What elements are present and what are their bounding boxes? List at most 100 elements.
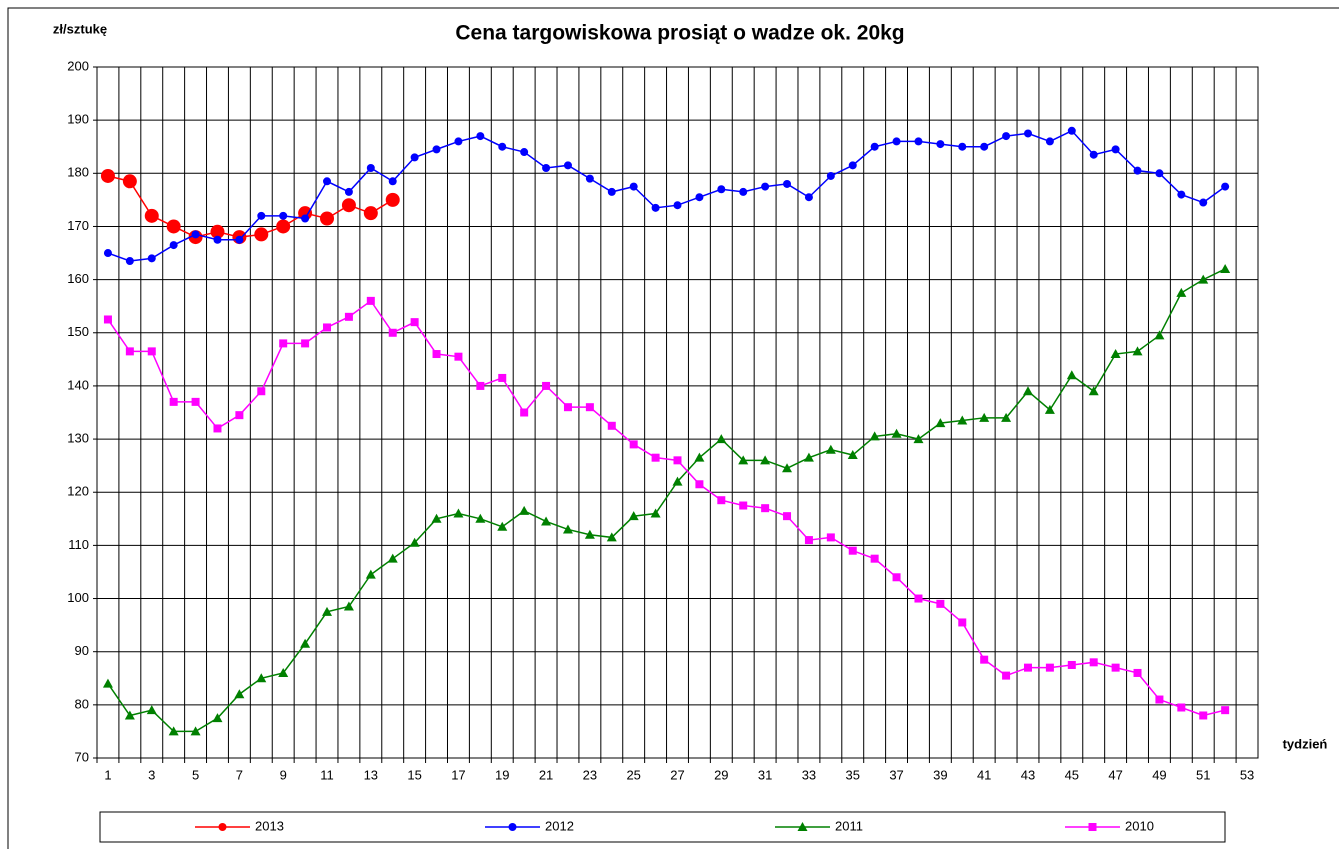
marker xyxy=(673,456,682,465)
marker xyxy=(276,219,291,234)
marker xyxy=(385,192,400,207)
marker xyxy=(783,179,792,188)
marker xyxy=(1154,330,1165,340)
marker xyxy=(585,174,594,183)
marker xyxy=(254,227,269,242)
marker xyxy=(344,187,353,196)
marker xyxy=(1110,349,1121,359)
x-tick-label: 35 xyxy=(846,767,860,782)
marker xyxy=(651,453,660,462)
marker xyxy=(166,219,181,234)
marker xyxy=(935,418,946,428)
marker xyxy=(826,171,835,180)
marker xyxy=(629,182,638,191)
marker xyxy=(651,203,660,212)
marker xyxy=(913,434,924,444)
marker xyxy=(628,511,639,521)
x-tick-label: 19 xyxy=(495,767,509,782)
marker xyxy=(1111,145,1120,154)
marker xyxy=(212,713,223,723)
marker xyxy=(169,397,178,406)
marker xyxy=(476,381,485,390)
marker xyxy=(103,315,112,324)
marker xyxy=(761,182,770,191)
x-tick-label: 31 xyxy=(758,767,772,782)
marker xyxy=(607,187,616,196)
marker xyxy=(409,537,420,547)
y-axis-label: zł/sztukę xyxy=(53,21,107,36)
marker xyxy=(410,153,419,162)
marker xyxy=(957,415,968,425)
chart-title: Cena targowiskowa prosiąt o wadze ok. 20… xyxy=(455,22,904,45)
marker xyxy=(958,618,967,627)
marker xyxy=(825,444,836,454)
marker xyxy=(1044,404,1055,414)
marker xyxy=(388,177,397,186)
y-tick-label: 70 xyxy=(75,749,89,764)
x-tick-label: 43 xyxy=(1021,767,1035,782)
x-tick-label: 45 xyxy=(1065,767,1079,782)
marker xyxy=(1023,129,1032,138)
marker xyxy=(717,185,726,194)
y-tick-label: 140 xyxy=(67,377,89,392)
marker xyxy=(760,455,771,465)
marker xyxy=(190,726,201,736)
x-tick-label: 17 xyxy=(451,767,465,782)
marker xyxy=(341,198,356,213)
marker xyxy=(300,638,311,648)
marker xyxy=(914,137,923,146)
marker xyxy=(147,254,156,263)
marker xyxy=(279,339,288,348)
y-tick-label: 180 xyxy=(67,165,89,180)
y-tick-label: 200 xyxy=(67,58,89,73)
marker xyxy=(1155,169,1164,178)
marker xyxy=(891,428,902,438)
marker xyxy=(410,318,419,327)
marker xyxy=(1067,660,1076,669)
marker xyxy=(144,208,159,223)
marker xyxy=(1132,346,1143,356)
y-tick-label: 160 xyxy=(67,271,89,286)
marker xyxy=(191,230,200,239)
marker xyxy=(892,573,901,582)
x-tick-label: 1 xyxy=(104,767,111,782)
x-tick-label: 47 xyxy=(1108,767,1122,782)
y-tick-label: 150 xyxy=(67,324,89,339)
x-tick-label: 21 xyxy=(539,767,553,782)
x-tick-label: 13 xyxy=(364,767,378,782)
marker xyxy=(322,606,333,616)
x-tick-label: 23 xyxy=(583,767,597,782)
marker xyxy=(1088,823,1097,831)
marker xyxy=(454,137,463,146)
marker xyxy=(1089,658,1098,667)
marker xyxy=(213,235,222,244)
marker xyxy=(301,339,310,348)
y-tick-label: 120 xyxy=(67,484,89,499)
marker xyxy=(1177,703,1186,712)
marker xyxy=(562,524,573,534)
legend-label: 2010 xyxy=(1125,818,1154,833)
marker xyxy=(804,193,813,202)
x-tick-label: 7 xyxy=(236,767,243,782)
marker xyxy=(257,211,266,220)
x-tick-label: 29 xyxy=(714,767,728,782)
marker xyxy=(235,411,244,420)
marker xyxy=(870,554,879,563)
marker xyxy=(1045,663,1054,672)
marker xyxy=(366,163,375,172)
legend-label: 2012 xyxy=(545,818,574,833)
marker xyxy=(782,463,793,473)
marker xyxy=(454,352,463,361)
marker xyxy=(672,476,683,486)
marker xyxy=(301,214,310,223)
legend-box xyxy=(99,811,1226,843)
marker xyxy=(848,546,857,555)
marker xyxy=(519,505,530,515)
marker xyxy=(256,673,267,683)
marker xyxy=(1155,695,1164,704)
marker xyxy=(498,373,507,382)
marker xyxy=(563,161,572,170)
marker xyxy=(739,187,748,196)
x-tick-label: 51 xyxy=(1196,767,1210,782)
